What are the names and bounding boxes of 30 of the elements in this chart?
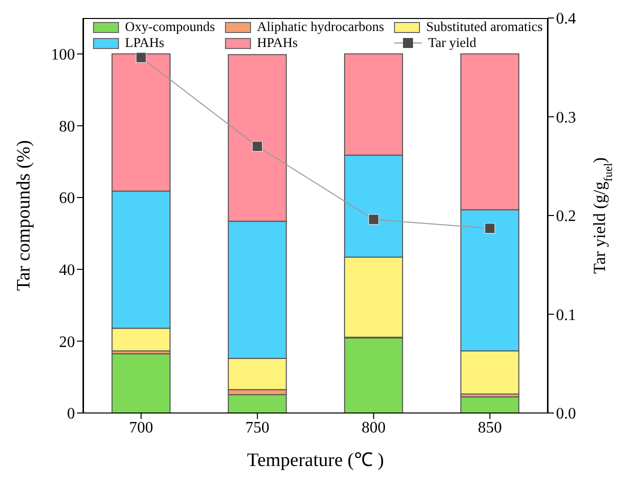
y2-tick-label: 0.4 xyxy=(556,10,576,28)
y-tick-label: 40 xyxy=(59,262,75,280)
legend-label: Substituted aromatics xyxy=(426,19,543,35)
x-axis-title: Temperature (℃ ) xyxy=(247,450,384,471)
y2-tick-label: 0.0 xyxy=(556,406,576,423)
legend-label: LPAHs xyxy=(125,35,164,51)
x-tick-label: 750 xyxy=(245,419,270,436)
point xyxy=(368,214,379,225)
legend-label: Oxy-compounds xyxy=(125,19,215,35)
y2-tick-label: 0.1 xyxy=(556,306,576,324)
y-tick-label: 80 xyxy=(59,118,75,136)
point xyxy=(252,141,263,152)
y-axis-title: Tar compounds (%) xyxy=(14,140,35,291)
y-tick-label: 100 xyxy=(51,46,75,64)
x-tick-label: 850 xyxy=(478,419,502,436)
y-tick-label: 0 xyxy=(67,406,75,423)
y2-tick-label: 0.2 xyxy=(556,208,576,226)
legend-label: HPAHs xyxy=(257,35,298,51)
point xyxy=(484,223,496,234)
x-tick-label: 800 xyxy=(362,419,386,436)
y2-tick-label: 0.3 xyxy=(556,109,576,126)
bar xyxy=(228,394,287,413)
bar xyxy=(112,353,171,413)
legend-label: Tar yield xyxy=(428,35,476,51)
legend-label: Aliphatic hydrocarbons xyxy=(257,19,384,35)
y-tick-label: 20 xyxy=(59,334,75,351)
point xyxy=(136,52,146,63)
bar xyxy=(460,396,520,413)
x-tick-label: 700 xyxy=(129,419,154,436)
y-tick-label: 60 xyxy=(59,190,75,208)
